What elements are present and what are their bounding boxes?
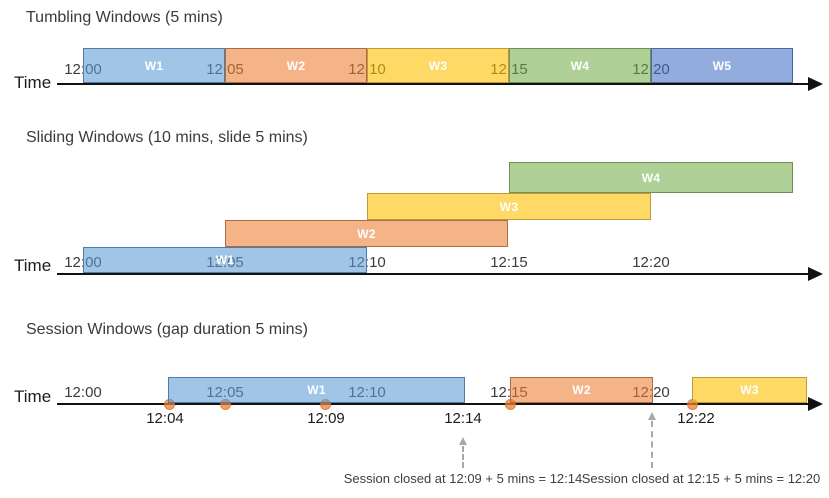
session-closed-annotation: Session closed at 12:15 + 5 mins = 12:20	[581, 471, 821, 486]
session-window-w2: W2	[510, 377, 653, 403]
sliding-time-axis-label: Time	[14, 256, 52, 275]
dashed-arrow-stem	[651, 421, 653, 468]
tumbling-window-w3: W3	[367, 48, 509, 83]
sliding-window-w3: W3	[367, 193, 651, 220]
window-label: W2	[572, 383, 591, 397]
session-window-w1: W1	[168, 377, 465, 403]
sliding-timeline	[57, 273, 810, 275]
session-closed-annotation: Session closed at 12:09 + 5 mins = 12:14	[343, 471, 583, 486]
event-time-label: 12:22	[677, 410, 715, 427]
sliding-window-w2: W2	[225, 220, 508, 247]
sliding-window-w1: W1	[83, 247, 367, 273]
tumbling-window-w1: W1	[83, 48, 225, 83]
window-label: W1	[215, 253, 235, 267]
sliding-window-w4: W4	[509, 162, 793, 193]
window-label: W1	[144, 58, 164, 73]
session-section-title: Session Windows (gap duration 5 mins)	[26, 321, 308, 338]
session-window-w3: W3	[692, 377, 807, 403]
dashed-arrow-up-icon	[648, 412, 656, 420]
dashed-arrow-stem	[462, 446, 464, 468]
window-label: W3	[428, 58, 448, 73]
event-time-label: 12:04	[146, 410, 184, 427]
session-close-time-label: 12:14	[444, 410, 482, 427]
event-time-label: 12:09	[307, 410, 345, 427]
session-timeline	[57, 403, 810, 405]
window-label: W4	[641, 170, 661, 185]
sliding-timeline-arrow-icon	[808, 267, 823, 281]
sliding-tick-label: 12:20	[632, 254, 670, 271]
window-label: W1	[307, 383, 326, 397]
tumbling-time-axis-label: Time	[14, 73, 52, 92]
window-label: W2	[286, 58, 306, 73]
tumbling-window-w2: W2	[225, 48, 367, 83]
tumbling-window-w5: W5	[651, 48, 793, 83]
sliding-section-title: Sliding Windows (10 mins, slide 5 mins)	[26, 129, 308, 146]
sliding-tick-label: 12:15	[490, 254, 528, 271]
tumbling-timeline	[57, 83, 810, 85]
window-label: W2	[357, 226, 376, 241]
dashed-arrow-up-icon	[459, 437, 467, 445]
session-time-axis-label: Time	[14, 387, 52, 406]
window-label: W5	[712, 58, 732, 73]
tumbling-window-w4: W4	[509, 48, 651, 83]
window-label: W4	[570, 58, 590, 73]
tumbling-section-title: Tumbling Windows (5 mins)	[26, 9, 223, 26]
window-label: W3	[499, 199, 519, 214]
tumbling-timeline-arrow-icon	[808, 77, 823, 91]
window-label: W3	[740, 383, 759, 397]
session-tick-label: 12:00	[64, 384, 102, 401]
session-timeline-arrow-icon	[808, 397, 823, 411]
